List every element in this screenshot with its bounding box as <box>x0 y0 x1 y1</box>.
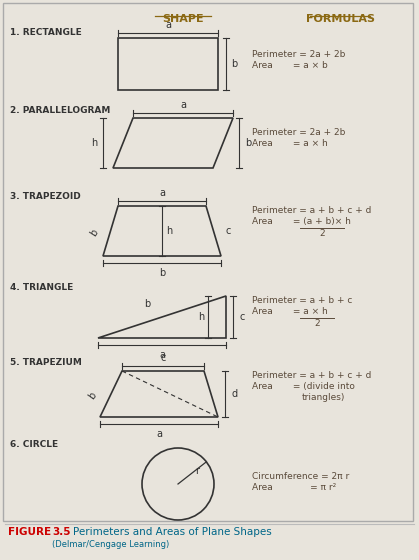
Text: Area       = (a + b)× h: Area = (a + b)× h <box>252 217 351 226</box>
Text: FORMULAS: FORMULAS <box>305 14 375 24</box>
Text: h: h <box>198 312 204 322</box>
Text: b: b <box>231 59 237 69</box>
Text: SHAPE: SHAPE <box>162 14 204 24</box>
Text: c: c <box>239 312 244 322</box>
Text: d: d <box>231 389 237 399</box>
Text: b: b <box>144 299 150 309</box>
Text: b: b <box>159 268 165 278</box>
Text: 2: 2 <box>314 319 320 328</box>
Text: c: c <box>225 226 230 236</box>
Text: h: h <box>166 226 172 236</box>
Text: Perimeter = a + b + c + d: Perimeter = a + b + c + d <box>252 371 371 380</box>
Text: Area       = a × h: Area = a × h <box>252 307 328 316</box>
Text: 2. PARALLELOGRAM: 2. PARALLELOGRAM <box>10 106 110 115</box>
Text: Area             = π r²: Area = π r² <box>252 483 336 492</box>
Text: a: a <box>156 429 162 439</box>
Text: 5. TRAPEZIUM: 5. TRAPEZIUM <box>10 358 82 367</box>
Text: b: b <box>88 228 100 239</box>
Text: triangles): triangles) <box>302 393 345 402</box>
Text: Area       = (divide into: Area = (divide into <box>252 382 355 391</box>
Text: Perimeter = a + b + c + d: Perimeter = a + b + c + d <box>252 206 371 215</box>
Text: b: b <box>86 390 98 402</box>
Text: Perimeter = a + b + c: Perimeter = a + b + c <box>252 296 352 305</box>
Text: b: b <box>245 138 251 148</box>
Text: 3. TRAPEZOID: 3. TRAPEZOID <box>10 192 81 201</box>
Text: 3.5: 3.5 <box>52 527 70 537</box>
Text: Area       = a × b: Area = a × b <box>252 61 328 70</box>
Text: Circumference = 2π r: Circumference = 2π r <box>252 472 349 481</box>
Text: 6. CIRCLE: 6. CIRCLE <box>10 440 58 449</box>
Bar <box>118 38 218 90</box>
Text: h: h <box>91 138 97 148</box>
Text: Perimeters and Areas of Plane Shapes: Perimeters and Areas of Plane Shapes <box>73 527 272 537</box>
Text: Area       = a × h: Area = a × h <box>252 139 328 148</box>
Text: 1. RECTANGLE: 1. RECTANGLE <box>10 28 82 37</box>
Text: a: a <box>159 350 165 360</box>
Text: a: a <box>165 20 171 30</box>
Text: (Delmar/Cengage Learning): (Delmar/Cengage Learning) <box>52 540 169 549</box>
Text: a: a <box>159 188 165 198</box>
Text: Perimeter = 2a + 2b: Perimeter = 2a + 2b <box>252 128 345 137</box>
Text: FIGURE: FIGURE <box>8 527 51 537</box>
Text: Perimeter = 2a + 2b: Perimeter = 2a + 2b <box>252 50 345 59</box>
Text: r: r <box>195 466 199 476</box>
Text: a: a <box>180 100 186 110</box>
Text: 4. TRIANGLE: 4. TRIANGLE <box>10 283 73 292</box>
Text: c: c <box>160 353 166 363</box>
Text: 2: 2 <box>319 229 325 238</box>
